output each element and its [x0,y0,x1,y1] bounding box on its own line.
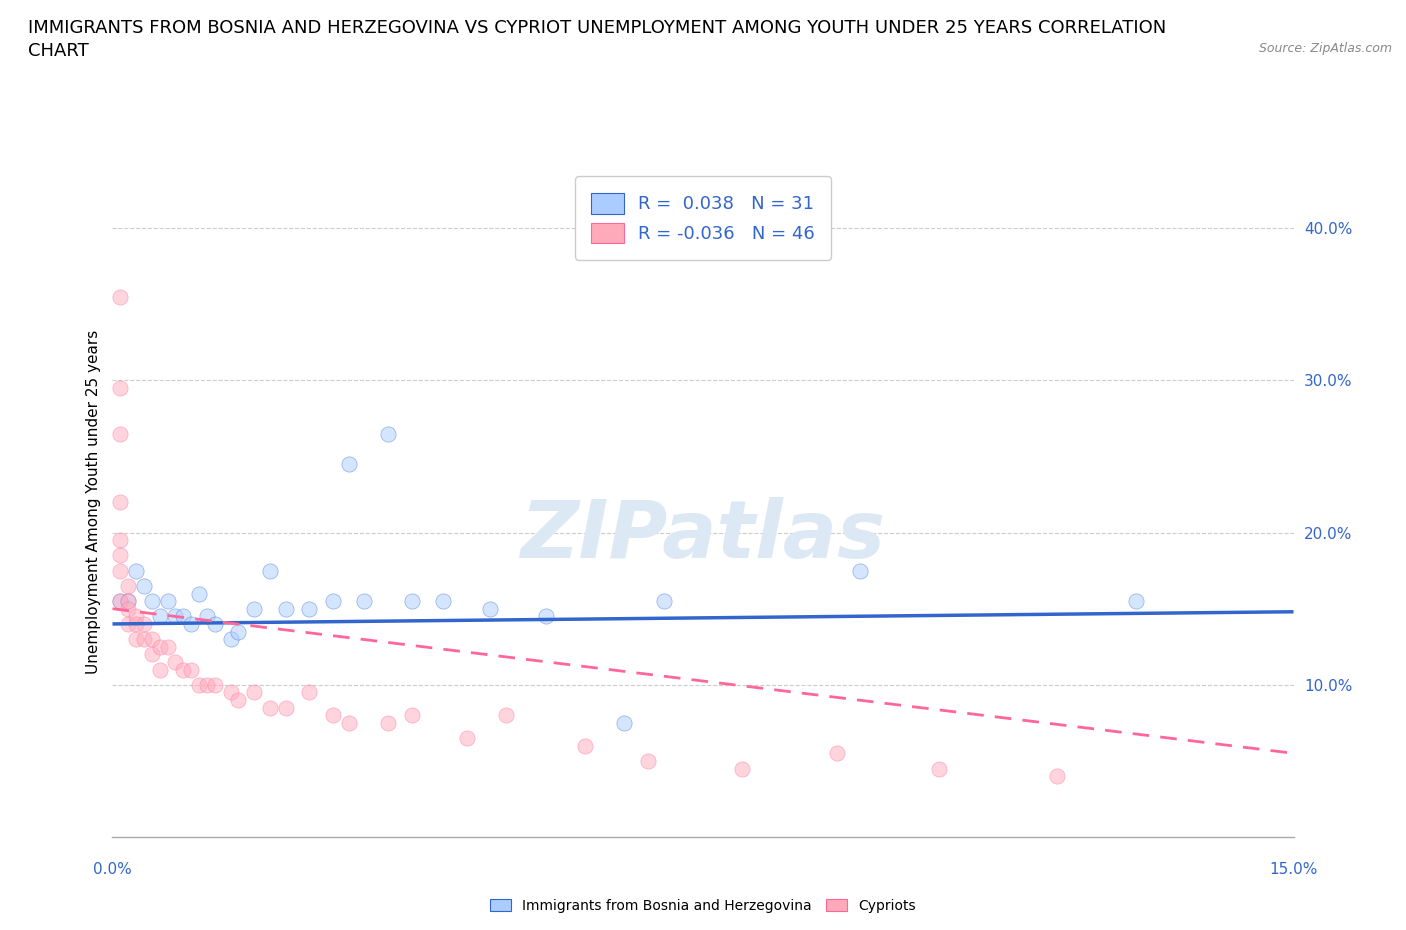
Point [274,602,297,617]
Point [110,593,132,608]
Point [849,564,872,578]
Point [180,617,202,631]
Text: CHART: CHART [28,42,89,60]
Point [117,593,139,608]
Text: ZIPatlas: ZIPatlas [520,497,886,575]
Point [825,746,848,761]
Point [228,693,250,708]
Point [353,593,375,608]
Point [125,564,148,578]
Point [110,289,132,304]
Point [165,609,187,624]
Point [188,586,211,601]
Point [456,731,478,746]
Point [156,593,179,608]
Point [401,593,423,608]
Point [534,609,557,624]
Text: 0.0%: 0.0% [93,862,132,877]
Point [110,548,132,563]
Point [337,715,360,730]
Point [117,578,139,593]
Point [243,602,266,617]
Point [125,617,148,631]
Point [195,609,218,624]
Y-axis label: Unemployment Among Youth under 25 years: Unemployment Among Youth under 25 years [86,330,101,674]
Point [1046,769,1069,784]
Point [110,380,132,395]
Point [479,602,502,617]
Point [172,662,194,677]
Point [219,685,242,700]
Point [141,647,163,662]
Text: IMMIGRANTS FROM BOSNIA AND HERZEGOVINA VS CYPRIOT UNEMPLOYMENT AMONG YOUTH UNDER: IMMIGRANTS FROM BOSNIA AND HERZEGOVINA V… [28,19,1167,36]
Point [1125,593,1147,608]
Point [204,617,226,631]
Point [180,662,202,677]
Text: 15.0%: 15.0% [1270,862,1317,877]
Point [204,677,226,692]
Point [149,662,172,677]
Point [125,631,148,646]
Point [110,533,132,548]
Point [259,564,281,578]
Point [432,593,454,608]
Point [259,700,281,715]
Point [377,715,399,730]
Point [132,617,155,631]
Point [195,677,218,692]
Point [165,655,187,670]
Point [337,457,360,472]
Point [188,677,211,692]
Point [110,564,132,578]
Point [110,495,132,510]
Point [117,617,139,631]
Point [149,639,172,654]
Point [110,426,132,441]
Legend: Immigrants from Bosnia and Herzegovina, Cypriots: Immigrants from Bosnia and Herzegovina, … [485,894,921,919]
Point [110,593,132,608]
Point [731,761,754,776]
Point [125,609,148,624]
Point [298,602,321,617]
Legend: R =  0.038   N = 31, R = -0.036   N = 46: R = 0.038 N = 31, R = -0.036 N = 46 [575,177,831,259]
Point [219,631,242,646]
Point [652,593,675,608]
Point [117,602,139,617]
Point [228,624,250,639]
Point [574,738,596,753]
Point [132,578,155,593]
Point [156,639,179,654]
Point [637,753,659,768]
Point [928,761,950,776]
Point [141,631,163,646]
Point [401,708,423,723]
Point [495,708,517,723]
Point [243,685,266,700]
Point [322,593,344,608]
Point [274,700,297,715]
Point [141,593,163,608]
Point [613,715,636,730]
Point [149,609,172,624]
Point [377,426,399,441]
Text: Source: ZipAtlas.com: Source: ZipAtlas.com [1258,42,1392,55]
Point [322,708,344,723]
Point [172,609,194,624]
Point [298,685,321,700]
Point [117,593,139,608]
Point [132,631,155,646]
